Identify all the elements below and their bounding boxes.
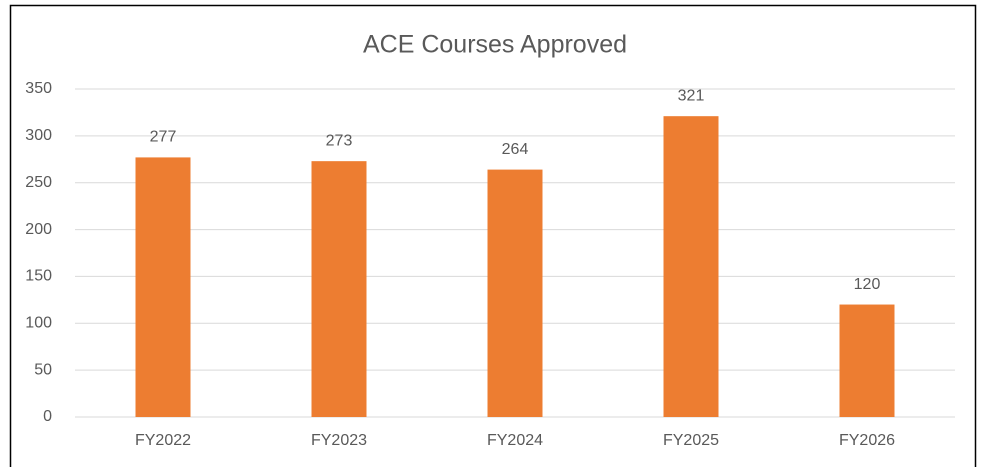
y-tick-label: 250 (25, 174, 52, 191)
bar (135, 157, 191, 417)
data-label: 277 (150, 129, 177, 146)
y-tick-label: 0 (43, 408, 52, 425)
bar (663, 116, 719, 418)
y-tick-label: 150 (25, 268, 52, 285)
y-tick-label: 200 (25, 221, 52, 238)
y-tick-label: 300 (25, 127, 52, 144)
data-label: 120 (854, 276, 881, 293)
bar (487, 169, 543, 417)
x-tick-label: FY2023 (311, 432, 367, 449)
data-label: 273 (326, 132, 353, 149)
y-tick-label: 100 (25, 315, 52, 332)
x-tick-label: FY2026 (839, 432, 895, 449)
chart-border (9, 4, 977, 467)
x-tick-label: FY2022 (135, 432, 191, 449)
y-tick-label: 50 (34, 361, 52, 378)
data-label: 264 (502, 141, 529, 158)
y-tick-label: 350 (25, 80, 52, 97)
bar (311, 161, 367, 417)
chart-title: ACE Courses Approved (363, 31, 627, 59)
data-label: 321 (678, 87, 705, 104)
x-tick-label: FY2024 (487, 432, 543, 449)
bar (839, 304, 895, 417)
x-tick-label: FY2025 (663, 432, 719, 449)
